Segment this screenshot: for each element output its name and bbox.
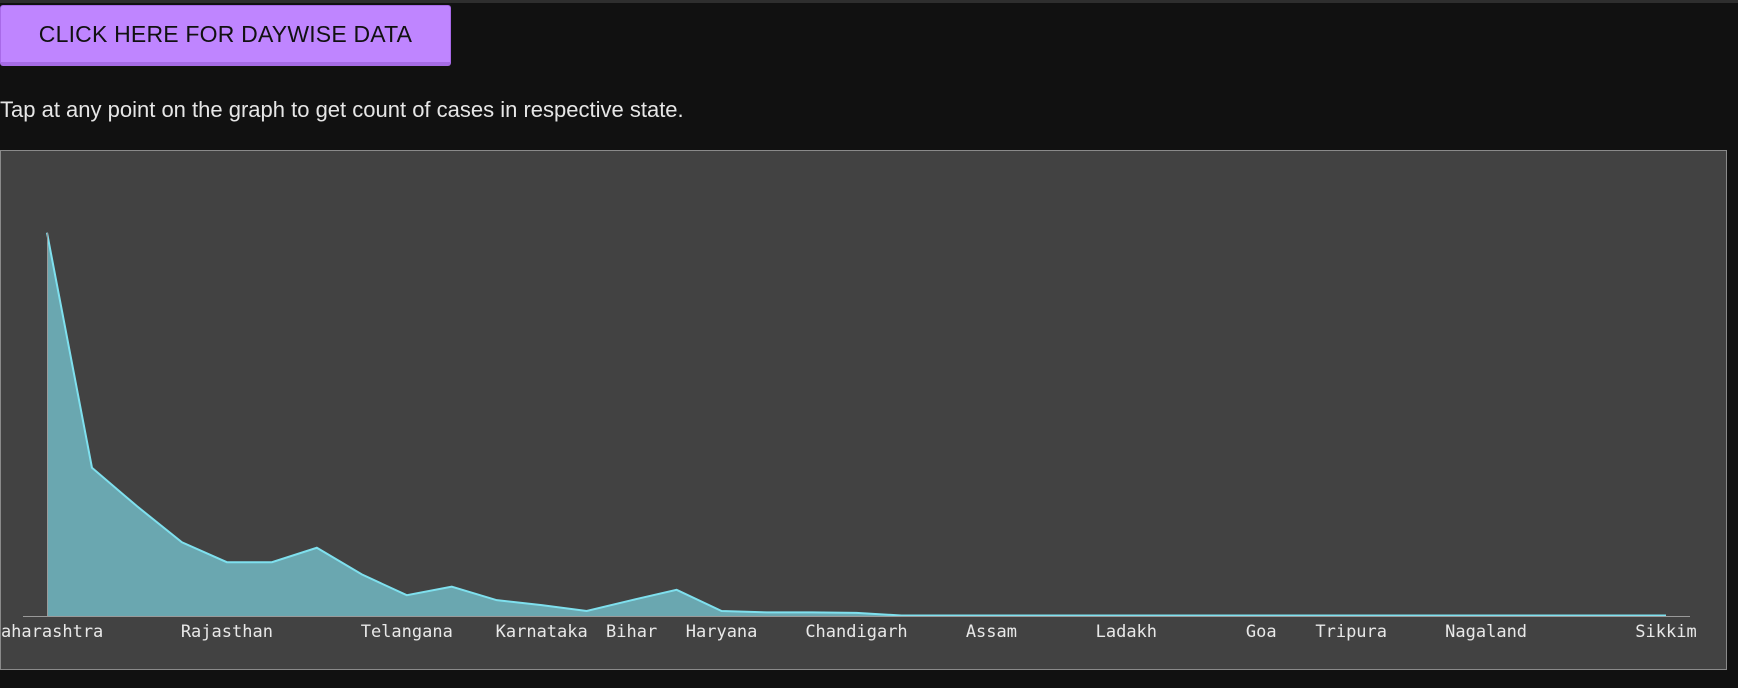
x-tick-label: Maharashtra [1,622,103,642]
x-tick-label: Chandigarh [805,622,907,642]
x-tick-label: Haryana [686,622,758,642]
x-tick-label: Sikkim [1635,622,1696,642]
cases-area-line [46,232,1666,617]
top-divider [0,0,1738,3]
x-tick-label: Goa [1246,622,1277,642]
x-tick-label: Nagaland [1445,622,1527,642]
daywise-data-button[interactable]: CLICK HERE FOR DAYWISE DATA [0,5,451,66]
x-tick-label: Assam [966,622,1017,642]
chart-instruction: Tap at any point on the graph to get cou… [0,97,684,122]
cases-area-fill [47,232,1666,616]
x-tick-label: Rajasthan [181,622,273,642]
x-tick-label: Ladakh [1096,622,1157,642]
x-tick-label: Karnataka [496,622,588,642]
state-cases-chart[interactable]: Maharashtra Rajasthan Telangana Karnataka Bi… [0,150,1727,670]
x-tick-label: Tripura [1315,622,1387,642]
x-tick-label: Telangana [361,622,453,642]
x-tick-label: Bihar [606,622,657,642]
area-chart-svg[interactable]: Maharashtra Rajasthan Telangana Karnataka Bi… [1,151,1726,669]
